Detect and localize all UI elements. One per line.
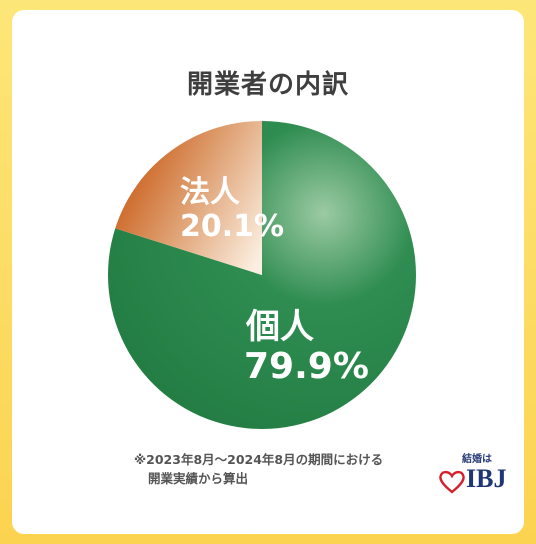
pie-chart: 法人 20.1% 個人 79.9% xyxy=(108,121,416,429)
logo-tagline: 結婚は xyxy=(462,454,492,465)
slice-label-individual: 個人 xyxy=(245,307,314,347)
footnote-line1: ※2023年8月～2024年8月の期間における xyxy=(134,452,384,467)
chart-card: 開業者の内訳 法人 20.1% 個人 79.9% ※2023年8月～2024年8… xyxy=(12,10,524,534)
slice-value-corporation: 20.1% xyxy=(180,209,284,244)
pie-slice-corporation xyxy=(115,121,262,275)
logo-brand: IBJ xyxy=(466,464,507,493)
footnote-line2: 開業実績から算出 xyxy=(148,471,249,486)
ibj-logo: 結婚は IBJ xyxy=(436,450,520,510)
slice-value-individual: 79.9% xyxy=(244,346,369,387)
slice-label-corporation: 法人 xyxy=(180,175,240,210)
footnote: ※2023年8月～2024年8月の期間における 開業実績から算出 xyxy=(134,450,414,488)
heart-icon xyxy=(439,470,465,494)
chart-title: 開業者の内訳 xyxy=(186,70,349,100)
